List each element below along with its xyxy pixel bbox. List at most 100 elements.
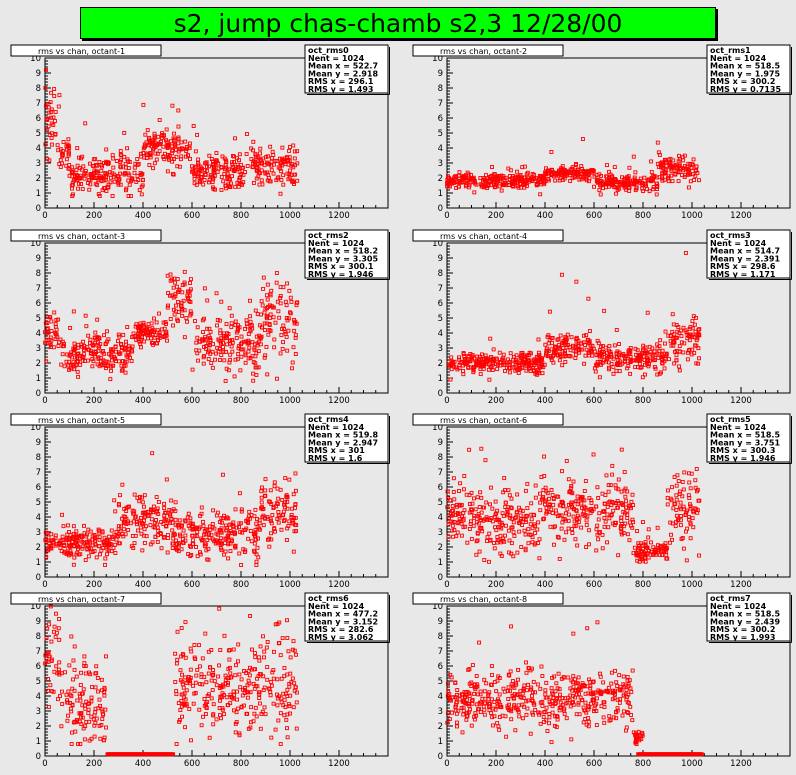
y-tick-label: 2 xyxy=(438,174,443,184)
y-tick-label: 6 xyxy=(438,299,443,309)
y-tick-label: 8 xyxy=(438,269,443,279)
y-tick-label: 8 xyxy=(36,269,41,279)
y-tick-label: 7 xyxy=(36,468,41,478)
pad-title: rms vs chan, octant-1 xyxy=(38,47,125,56)
y-tick-label: 7 xyxy=(438,468,443,478)
canvas-title: s2, jump chas-chamb s2,3 12/28/00 xyxy=(80,7,716,39)
y-tick-label: 4 xyxy=(438,329,443,339)
y-tick-label: 5 xyxy=(438,314,443,324)
y-tick-label: 3 xyxy=(36,159,41,169)
y-tick-label: 8 xyxy=(438,453,443,463)
y-tick-label: 9 xyxy=(36,617,41,627)
y-tick-label: 7 xyxy=(36,647,41,657)
x-tick-label: 800 xyxy=(635,396,651,406)
y-tick-label: 2 xyxy=(36,543,41,553)
x-tick-label: 400 xyxy=(135,580,151,590)
x-tick-label: 400 xyxy=(537,211,553,221)
x-tick-label: 1000 xyxy=(279,759,301,769)
y-tick-label: 0 xyxy=(36,389,41,399)
y-tick-label: 6 xyxy=(36,662,41,672)
y-tick-label: 9 xyxy=(36,69,41,79)
x-tick-label: 200 xyxy=(488,211,504,221)
x-tick-label: 200 xyxy=(86,759,102,769)
x-tick-label: 400 xyxy=(135,396,151,406)
y-tick-label: 0 xyxy=(36,573,41,583)
y-tick-label: 0 xyxy=(438,204,443,214)
y-tick-label: 4 xyxy=(36,144,41,154)
stats-rms-y: RMS y = 1.946 xyxy=(308,270,374,279)
y-tick-label: 1 xyxy=(36,189,41,199)
x-tick-label: 1000 xyxy=(681,580,703,590)
y-tick-label: 9 xyxy=(438,254,443,264)
stats-rms-y: RMS y = 1.946 xyxy=(710,454,776,463)
y-tick-label: 5 xyxy=(36,677,41,687)
y-tick-label: 6 xyxy=(36,483,41,493)
x-tick-label: 0 xyxy=(444,580,449,590)
x-tick-label: 1200 xyxy=(730,211,752,221)
y-tick-label: 1 xyxy=(36,737,41,747)
y-tick-label: 0 xyxy=(36,204,41,214)
x-tick-label: 800 xyxy=(233,396,249,406)
pad-title: rms vs chan, octant-5 xyxy=(38,416,125,425)
y-tick-label: 9 xyxy=(438,438,443,448)
x-tick-label: 600 xyxy=(586,580,602,590)
x-tick-label: 600 xyxy=(586,211,602,221)
y-tick-label: 5 xyxy=(36,498,41,508)
y-tick-label: 2 xyxy=(36,722,41,732)
y-tick-label: 6 xyxy=(438,114,443,124)
y-tick-label: 0 xyxy=(36,752,41,762)
x-tick-label: 800 xyxy=(635,211,651,221)
x-tick-label: 200 xyxy=(86,396,102,406)
y-tick-label: 8 xyxy=(438,84,443,94)
x-tick-label: 600 xyxy=(184,396,200,406)
y-tick-label: 1 xyxy=(36,558,41,568)
x-tick-label: 200 xyxy=(488,580,504,590)
y-tick-label: 4 xyxy=(36,329,41,339)
pad-title: rms vs chan, octant-3 xyxy=(38,232,125,241)
x-tick-label: 0 xyxy=(42,396,47,406)
y-tick-label: 2 xyxy=(36,174,41,184)
y-tick-label: 7 xyxy=(438,284,443,294)
y-tick-label: 0 xyxy=(438,573,443,583)
y-tick-label: 4 xyxy=(36,692,41,702)
y-tick-label: 5 xyxy=(36,314,41,324)
y-tick-label: 3 xyxy=(36,707,41,717)
y-tick-label: 1 xyxy=(438,374,443,384)
pad-title: rms vs chan, octant-2 xyxy=(440,47,527,56)
x-tick-label: 0 xyxy=(42,580,47,590)
y-tick-label: 9 xyxy=(36,254,41,264)
y-tick-label: 1 xyxy=(36,374,41,384)
y-tick-label: 3 xyxy=(36,528,41,538)
x-tick-label: 1200 xyxy=(730,580,752,590)
x-tick-label: 0 xyxy=(42,211,47,221)
x-tick-label: 0 xyxy=(42,759,47,769)
x-tick-label: 200 xyxy=(86,211,102,221)
y-tick-label: 4 xyxy=(36,513,41,523)
stats-rms-y: RMS y = 1.171 xyxy=(710,270,776,279)
x-tick-label: 400 xyxy=(537,396,553,406)
y-tick-label: 1 xyxy=(438,189,443,199)
stats-rms-y: RMS y = 1.6 xyxy=(308,454,363,463)
y-tick-label: 4 xyxy=(438,513,443,523)
y-tick-label: 4 xyxy=(438,144,443,154)
y-tick-label: 9 xyxy=(36,438,41,448)
x-tick-label: 400 xyxy=(135,211,151,221)
x-tick-label: 1200 xyxy=(328,759,350,769)
y-tick-label: 5 xyxy=(438,129,443,139)
y-tick-label: 8 xyxy=(36,84,41,94)
y-tick-label: 3 xyxy=(438,344,443,354)
y-tick-label: 5 xyxy=(36,129,41,139)
y-tick-label: 3 xyxy=(438,159,443,169)
y-tick-label: 9 xyxy=(438,69,443,79)
x-tick-label: 800 xyxy=(233,759,249,769)
x-tick-label: 1000 xyxy=(681,396,703,406)
x-tick-label: 600 xyxy=(184,211,200,221)
y-tick-label: 7 xyxy=(438,99,443,109)
x-tick-label: 800 xyxy=(635,580,651,590)
x-tick-label: 0 xyxy=(444,396,449,406)
y-tick-label: 8 xyxy=(36,632,41,642)
x-tick-label: 1200 xyxy=(328,580,350,590)
